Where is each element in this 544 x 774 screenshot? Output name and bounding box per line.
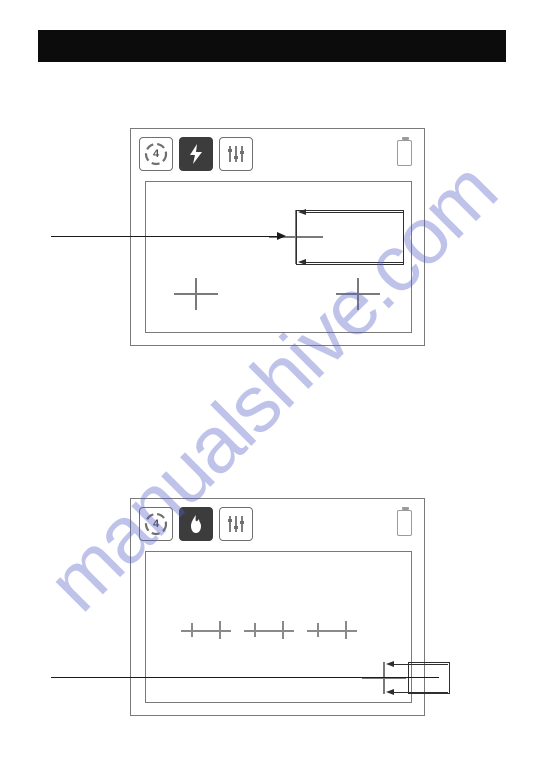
battery-icon — [397, 140, 412, 166]
refresh-count: 4 — [153, 518, 159, 530]
header-bar — [38, 30, 506, 62]
refresh-icon: 4 — [139, 137, 173, 171]
callout-line — [51, 677, 439, 678]
box-top-line — [301, 212, 404, 213]
sliders-icon — [219, 137, 253, 171]
box-bottom-line — [301, 262, 404, 263]
arrow-left-icon — [298, 209, 306, 215]
selection-box — [296, 210, 404, 265]
sliders-icon — [219, 507, 253, 541]
arrow-left-icon — [386, 689, 394, 695]
box-bottom-line — [390, 692, 448, 693]
arrow-right-icon — [277, 232, 286, 240]
flame-icon — [179, 507, 213, 541]
bolt-icon — [179, 137, 213, 171]
refresh-count: 4 — [153, 148, 159, 160]
battery-icon — [397, 510, 412, 536]
viewport-frame — [145, 551, 412, 703]
refresh-icon: 4 — [139, 507, 173, 541]
display-panel-bottom: 4 — [130, 498, 425, 716]
icon-row: 4 — [139, 507, 253, 541]
arrow-left-icon — [386, 661, 394, 667]
icon-row: 4 — [139, 137, 253, 171]
selection-box — [408, 662, 450, 694]
arrow-left-icon — [298, 259, 306, 265]
box-top-line — [390, 664, 448, 665]
viewport-frame — [145, 181, 412, 333]
display-panel-top: 4 — [130, 128, 425, 346]
callout-line — [51, 236, 279, 237]
